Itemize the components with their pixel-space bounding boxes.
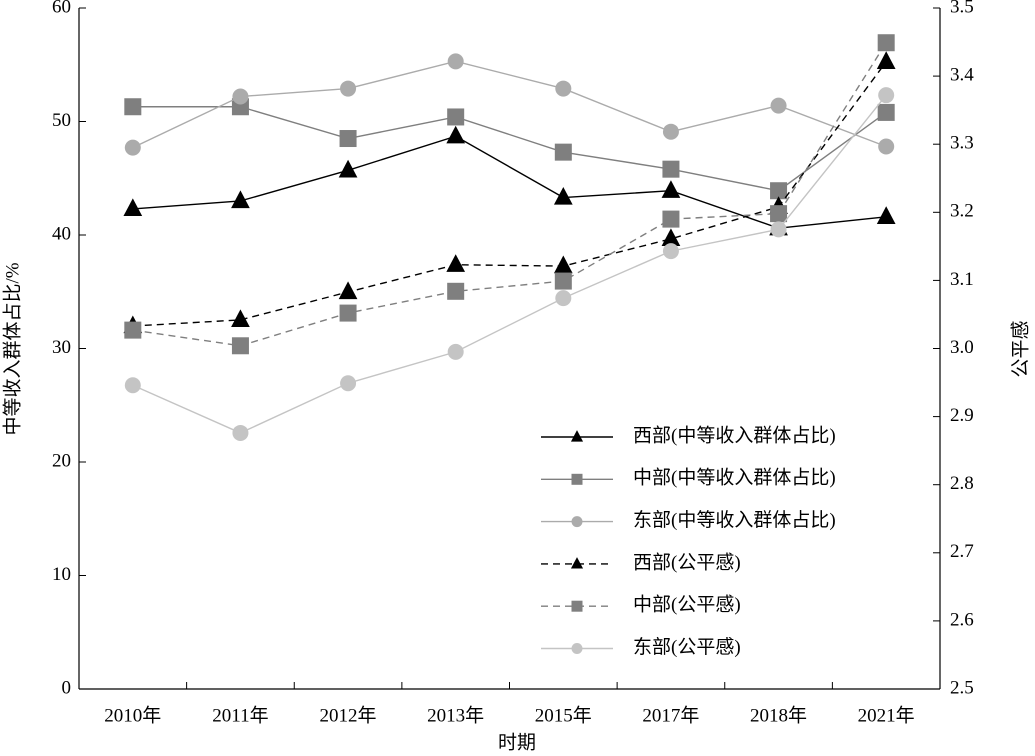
data-point <box>232 88 249 105</box>
data-point <box>876 206 896 224</box>
data-point <box>770 97 787 114</box>
data-point <box>553 187 573 205</box>
data-point <box>124 98 142 116</box>
data-point <box>877 34 895 52</box>
y2-tick-label: 3.0 <box>950 337 974 358</box>
data-point <box>770 221 787 238</box>
data-point <box>555 290 572 307</box>
y-axis-title: 中等收入群体占比/% <box>1 262 23 435</box>
y2-tick-label: 2.8 <box>950 473 974 494</box>
x-tick-label: 2018年 <box>750 704 807 726</box>
y2-tick-label: 3.1 <box>950 269 974 290</box>
y-tick-label: 30 <box>52 337 71 358</box>
series-line <box>132 94 887 434</box>
data-point <box>339 304 357 322</box>
data-point <box>124 377 141 394</box>
y2-axis-title: 公平感 <box>1009 320 1031 377</box>
data-point <box>661 228 681 246</box>
data-point <box>340 375 357 392</box>
y2-tick-label: 2.6 <box>950 609 974 630</box>
y-tick-label: 0 <box>62 677 72 698</box>
data-point <box>338 281 358 300</box>
legend-marker <box>570 557 584 569</box>
data-point <box>447 343 464 360</box>
axes <box>78 8 941 690</box>
data-point <box>447 53 464 70</box>
data-point <box>770 182 788 200</box>
legend-label: 西部(中等收入群体占比) <box>633 424 836 446</box>
x-tick-label: 2015年 <box>535 704 592 726</box>
data-point <box>231 309 250 328</box>
y-tick-label: 50 <box>52 110 71 131</box>
series-line <box>132 61 887 327</box>
x-tick-label: 2013年 <box>427 704 484 726</box>
x-tick-label: 2017年 <box>642 704 699 726</box>
legend-label: 中部(中等收入群体占比) <box>633 467 836 489</box>
legend-label: 中部(公平感) <box>633 594 741 616</box>
data-point <box>339 130 357 148</box>
series-line <box>132 106 887 192</box>
data-point <box>555 80 572 97</box>
data-point <box>446 254 466 272</box>
legend-marker <box>570 430 584 442</box>
data-point <box>662 210 680 228</box>
data-point <box>878 138 895 155</box>
data-point <box>770 205 788 223</box>
legend-marker <box>571 516 583 528</box>
data-point <box>338 159 358 178</box>
y-tick-label: 10 <box>52 564 71 585</box>
x-tick-label: 2012年 <box>320 704 377 726</box>
legend-marker <box>571 600 583 612</box>
data-point <box>447 108 465 126</box>
x-tick-label: 2010年 <box>104 704 161 726</box>
data-point <box>662 243 679 260</box>
x-tick-label: 2011年 <box>212 704 268 726</box>
y2-tick-label: 3.5 <box>950 0 974 17</box>
y-tick-label: 60 <box>52 0 71 17</box>
data-point <box>662 123 679 140</box>
legend-label: 东部(公平感) <box>633 636 741 658</box>
legend-label: 东部(中等收入群体占比) <box>633 509 836 531</box>
y2-tick-label: 3.2 <box>950 201 974 222</box>
y2-tick-label: 2.7 <box>950 541 974 562</box>
data-point <box>877 103 895 121</box>
series-line <box>132 60 887 149</box>
data-point <box>124 321 142 339</box>
data-point <box>662 160 680 178</box>
data-point <box>446 125 466 144</box>
x-axis-title: 时期 <box>498 731 536 753</box>
y-tick-label: 40 <box>52 223 71 244</box>
data-point <box>447 282 465 300</box>
legend-label: 西部(公平感) <box>633 551 741 573</box>
data-point <box>553 255 573 274</box>
data-point <box>661 180 681 198</box>
data-point <box>231 337 249 355</box>
legend-marker <box>571 643 583 654</box>
data-point <box>340 80 357 97</box>
data-point <box>231 190 250 209</box>
y2-tick-label: 2.5 <box>950 677 974 698</box>
series-line <box>132 42 887 347</box>
data-point <box>123 198 143 217</box>
y2-tick-label: 2.9 <box>950 405 974 426</box>
data-point <box>876 51 896 69</box>
y2-tick-label: 3.3 <box>950 133 974 154</box>
y2-tick-label: 3.4 <box>950 64 974 85</box>
data-point <box>878 87 895 104</box>
legend-marker <box>571 473 583 485</box>
data-point <box>554 272 572 290</box>
x-tick-label: 2021年 <box>858 704 915 726</box>
data-point <box>232 424 249 441</box>
series-line <box>132 135 887 229</box>
data-point <box>554 143 572 161</box>
y-tick-label: 20 <box>52 450 71 471</box>
data-point <box>124 139 141 156</box>
